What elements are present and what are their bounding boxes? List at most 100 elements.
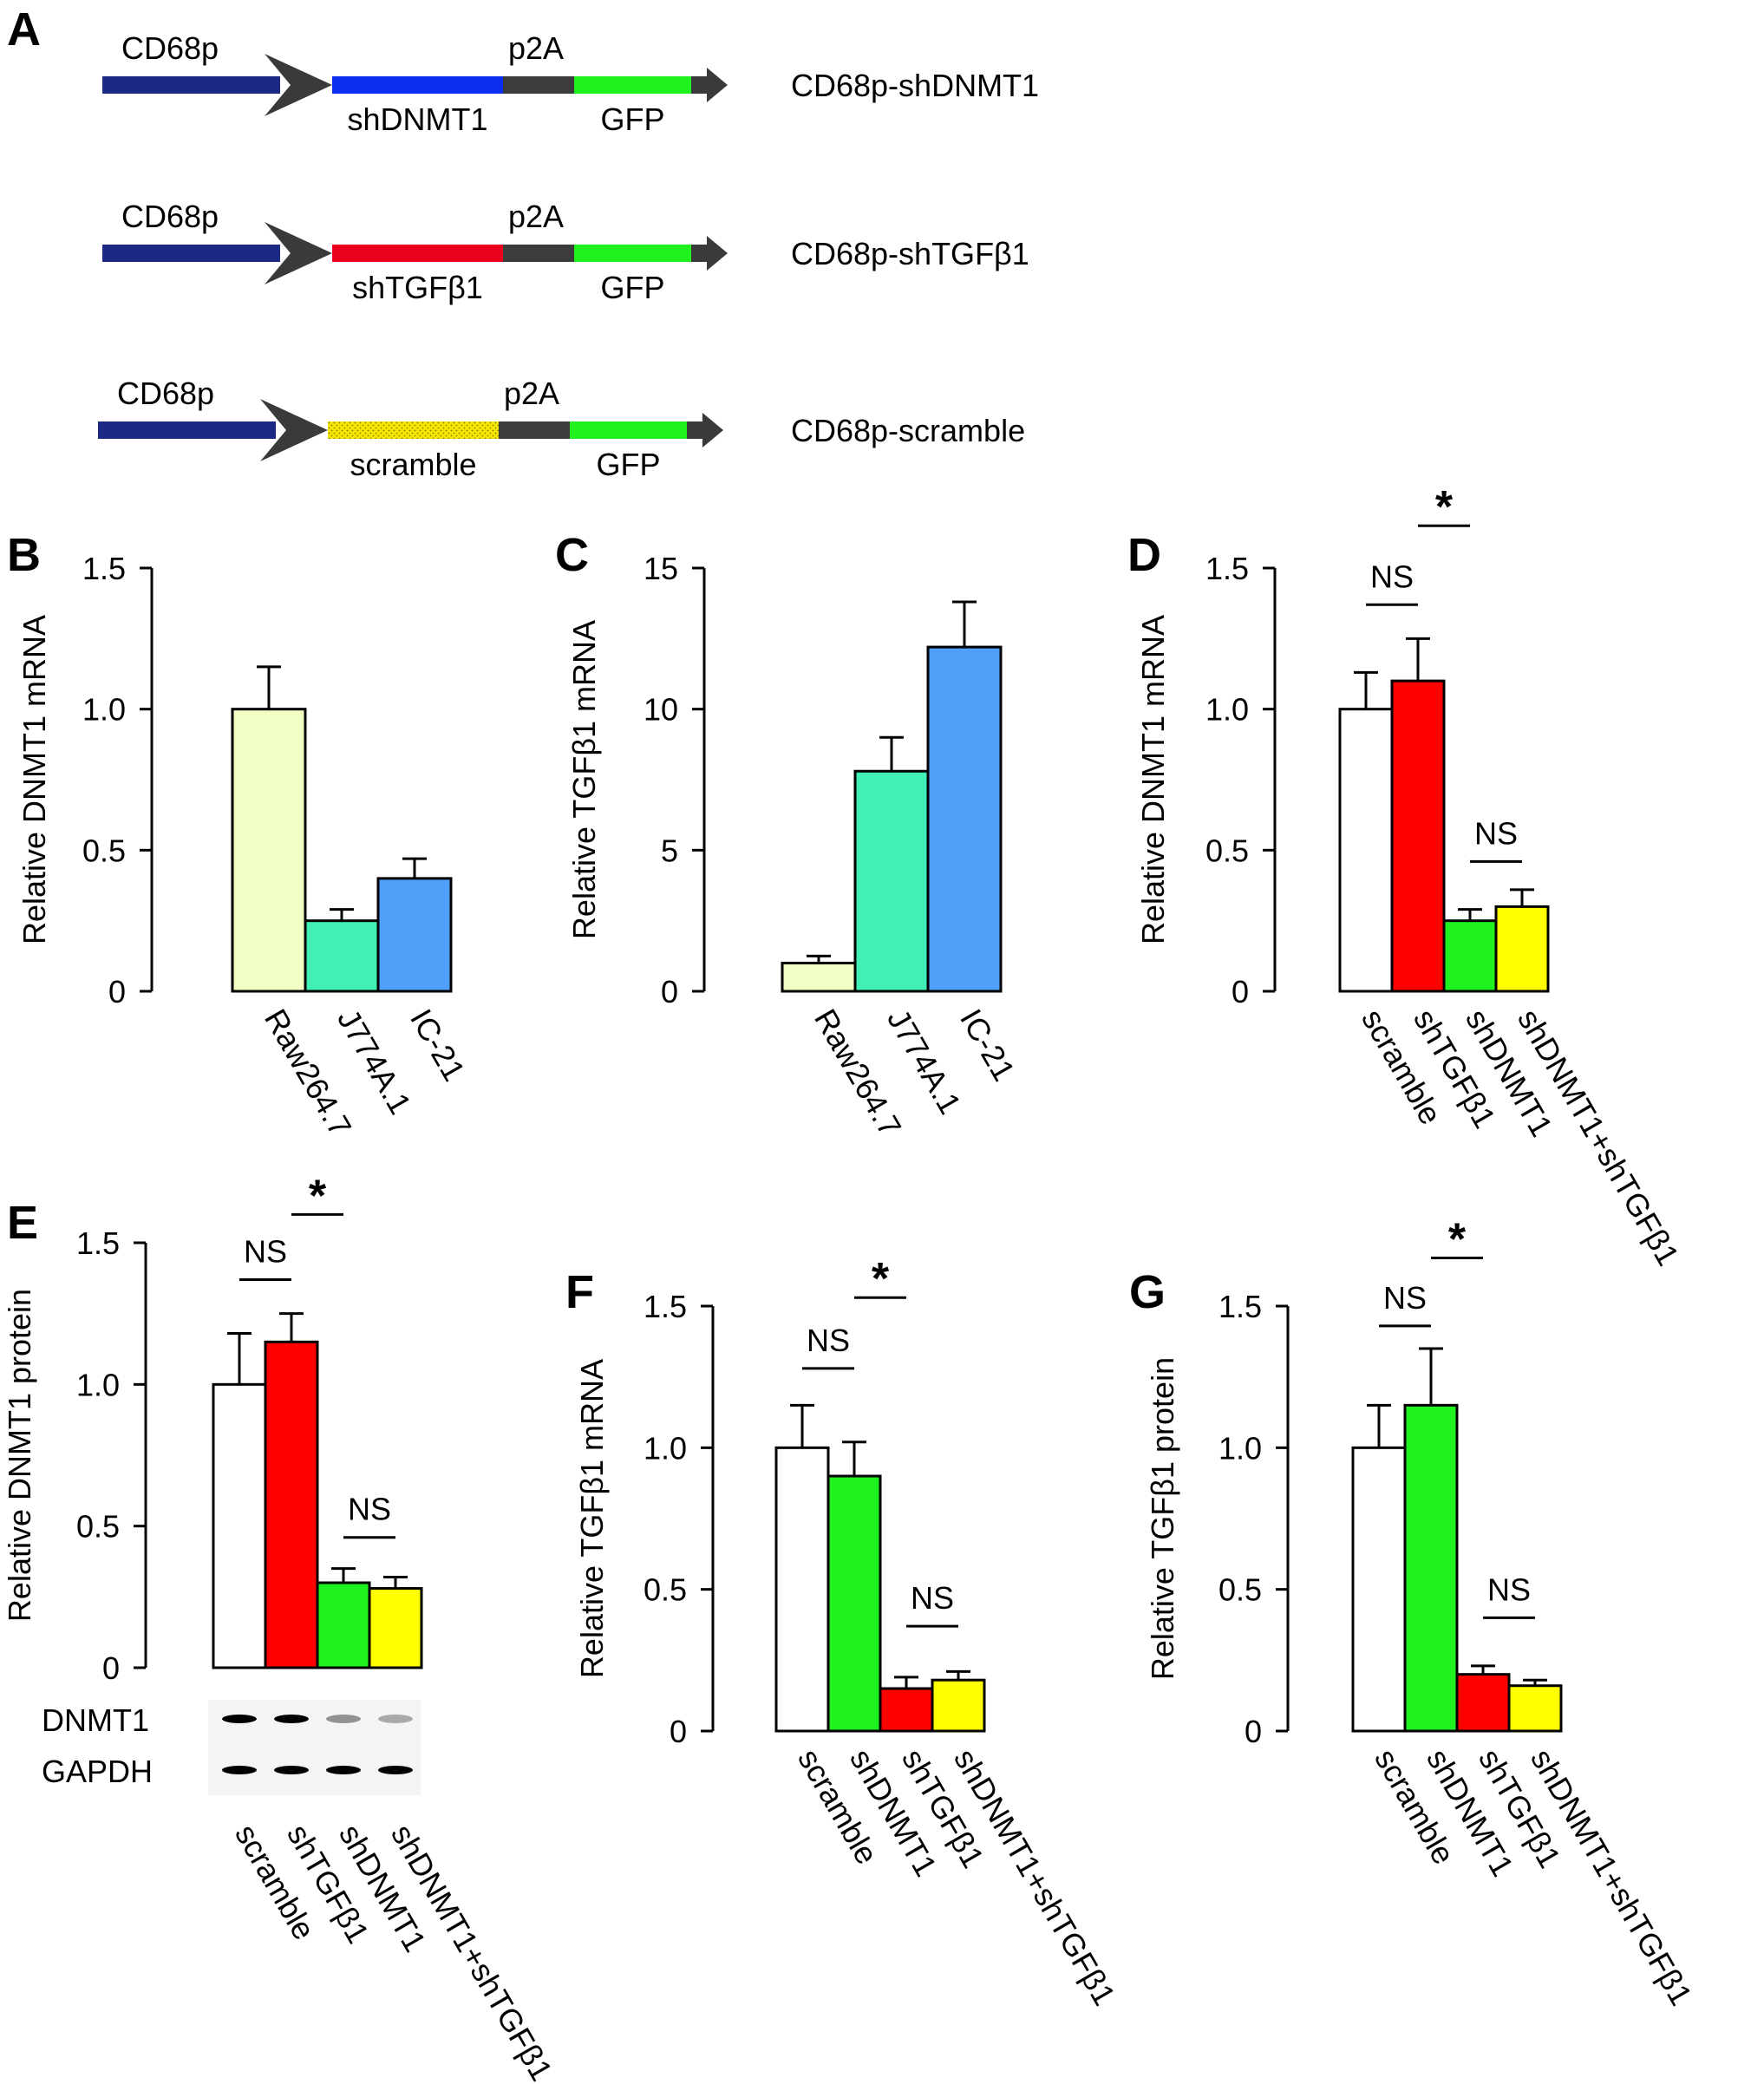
linker-bar-0: [503, 76, 574, 94]
promoter-bar-2: [98, 421, 276, 439]
panel-b-bar: [231, 708, 307, 993]
blot-label-gapdh: GAPDH: [42, 1754, 153, 1789]
panel-f-ytick-label: 1.0: [644, 1430, 687, 1466]
panel-f-y-label: Relative TGFβ1 mRNA: [574, 1359, 610, 1678]
linker-label-2: p2A: [504, 376, 559, 411]
promoter-arrow-2: [260, 399, 328, 461]
panel-d-ns-label: NS: [1370, 559, 1414, 594]
panel-e-bar: [368, 1587, 423, 1669]
panel-d-bar: [1494, 905, 1550, 993]
panel-e-bar: [316, 1581, 371, 1669]
panel-e-ytick-label: 1.0: [76, 1367, 120, 1402]
blot-band-dnmt1: [378, 1715, 413, 1723]
panel-b-y-label: Relative DNMT1 mRNA: [16, 615, 52, 944]
panel-d-ytick-label: 0: [1232, 974, 1249, 1009]
reporter-arrow-0: [691, 68, 728, 102]
panel-f-bar: [826, 1474, 882, 1733]
panel-g-ns-label: NS: [1383, 1280, 1427, 1316]
panel-e-ytick-label: 1.5: [76, 1225, 120, 1261]
panel-c-ytick-label: 0: [661, 974, 678, 1009]
panel-b-category-label: IC-21: [403, 1003, 473, 1088]
insert-bar-1: [332, 245, 503, 262]
insert-bar-2: [328, 421, 499, 439]
linker-label-1: p2A: [508, 199, 564, 234]
panel-b-ytick-label: 1.0: [82, 692, 126, 728]
panel-f-ytick-label: 0.5: [644, 1572, 687, 1608]
promoter-arrow-0: [265, 54, 332, 116]
panel-g-significance-star: *: [1448, 1214, 1467, 1264]
panel-g-ns-label: NS: [1487, 1571, 1531, 1607]
panel-g-bar: [1507, 1684, 1563, 1733]
panel-d-y-label: Relative DNMT1 mRNA: [1135, 615, 1171, 944]
reporter-label-1: GFP: [600, 270, 664, 305]
panel-f-ns-label: NS: [911, 1580, 954, 1616]
blot-band-dnmt1: [326, 1715, 361, 1723]
panel-f-bar: [774, 1446, 830, 1733]
panel-label-c: C: [555, 529, 589, 581]
panel-b-bar: [304, 919, 380, 993]
linker-label-0: p2A: [508, 30, 564, 66]
panel-g-category-label: shDNMT1+shTGFβ1: [1524, 1743, 1699, 2012]
panel-e-bar: [264, 1340, 319, 1669]
blot-band-gapdh: [222, 1766, 257, 1774]
insert-label-1: shTGFβ1: [352, 270, 483, 305]
panel-e-ytick-label: 0.5: [76, 1509, 120, 1545]
panel-d-ns-label: NS: [1474, 815, 1518, 851]
panel-e-ns-label: NS: [244, 1233, 287, 1269]
construct-name-2: CD68p-scramble: [791, 413, 1025, 448]
panel-b-bar: [376, 877, 453, 993]
reporter-label-0: GFP: [600, 101, 664, 137]
insert-bar-0: [332, 76, 503, 94]
panel-c-ytick-label: 15: [644, 551, 678, 586]
panel-label-g: G: [1129, 1266, 1166, 1318]
panel-d-ytick-label: 1.5: [1205, 551, 1249, 586]
panel-g-ytick-label: 0.5: [1218, 1572, 1262, 1608]
promoter-label-1: CD68p: [121, 199, 219, 234]
panel-e-bar: [212, 1382, 267, 1669]
panel-f-ytick-label: 0: [670, 1714, 687, 1749]
blot-band-gapdh: [326, 1766, 361, 1774]
panel-d-bar: [1390, 679, 1446, 993]
panel-f-category-label: shDNMT1+shTGFβ1: [947, 1743, 1122, 2012]
blot-band-gapdh: [378, 1766, 413, 1774]
panel-c-ytick-label: 10: [644, 692, 678, 728]
blot-background: [208, 1700, 421, 1795]
panel-c-ytick-label: 5: [661, 833, 678, 868]
panel-label-d: D: [1127, 529, 1161, 581]
panel-g-ytick-label: 1.5: [1218, 1289, 1262, 1324]
insert-label-2: scramble: [350, 447, 476, 482]
panel-c-bar: [926, 645, 1003, 993]
panel-f-bar: [879, 1687, 934, 1733]
construct-name-1: CD68p-shTGFβ1: [791, 236, 1029, 271]
panel-label-b: B: [7, 529, 41, 581]
blot-band-dnmt1: [222, 1715, 257, 1723]
panel-d-ytick-label: 0.5: [1205, 833, 1249, 868]
panel-c-y-label: Relative TGFβ1 mRNA: [566, 620, 602, 939]
blot-band-dnmt1: [274, 1715, 309, 1723]
panel-g-bar: [1403, 1403, 1459, 1733]
panel-d-bar: [1338, 708, 1394, 993]
panel-g-ytick-label: 1.0: [1218, 1430, 1262, 1466]
promoter-bar-1: [102, 245, 280, 262]
blot-band-gapdh: [274, 1766, 309, 1774]
linker-bar-2: [499, 421, 570, 439]
reporter-arrow-1: [691, 236, 728, 271]
panel-label-f: F: [565, 1266, 594, 1318]
panel-label-e: E: [7, 1197, 38, 1249]
panel-g-bar: [1351, 1446, 1407, 1733]
panel-d-significance-star: *: [1435, 482, 1454, 532]
panel-g-ytick-label: 0: [1245, 1714, 1262, 1749]
panel-c-bar: [781, 961, 857, 993]
reporter-label-2: GFP: [596, 447, 660, 482]
panel-f-ytick-label: 1.5: [644, 1289, 687, 1324]
panel-g-y-label: Relative TGFβ1 protein: [1145, 1357, 1180, 1680]
reporter-arrow-2: [687, 413, 723, 448]
panel-c-bar: [853, 769, 930, 993]
panel-d-ytick-label: 1.0: [1205, 692, 1249, 728]
panel-e-significance-star: *: [309, 1171, 327, 1221]
